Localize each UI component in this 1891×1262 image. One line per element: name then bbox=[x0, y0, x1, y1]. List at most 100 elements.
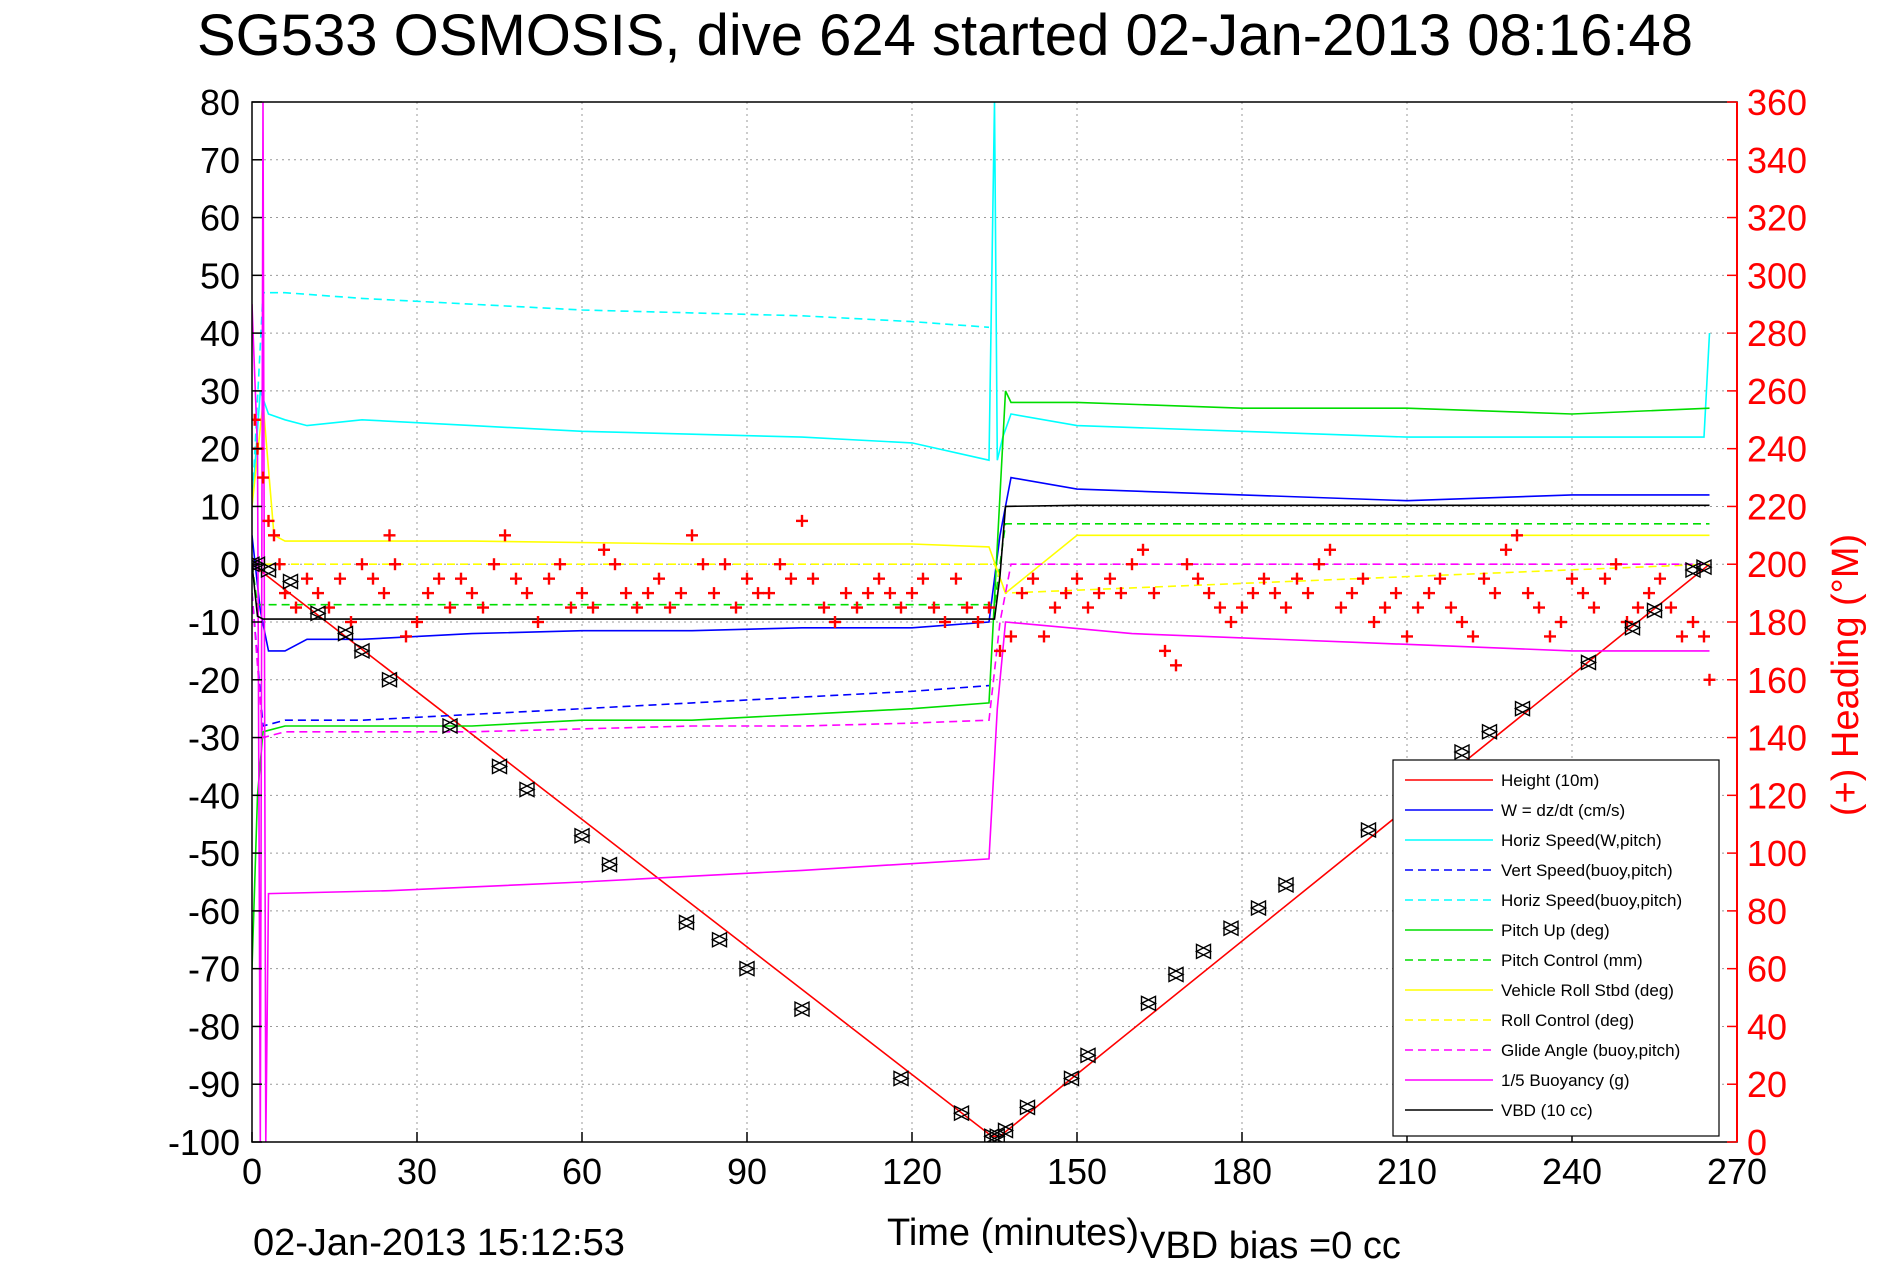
heading-point-99 bbox=[1291, 572, 1303, 585]
heading-point-25 bbox=[477, 601, 489, 614]
nav-marker-22 bbox=[1018, 1099, 1037, 1116]
heading-point-18 bbox=[400, 630, 412, 643]
nav-marker-11 bbox=[573, 827, 591, 844]
heading-point-97 bbox=[1269, 587, 1281, 600]
heading-point-30 bbox=[532, 616, 544, 628]
axes: 80706050403020100-10-20-30-40-50-60-70-8… bbox=[168, 82, 1807, 1192]
heading-point-37 bbox=[609, 558, 621, 571]
heading-point-9 bbox=[312, 587, 324, 600]
y-tick-label-18: -100 bbox=[168, 1122, 240, 1163]
nav-markers bbox=[252, 556, 1713, 1142]
heading-point-28 bbox=[510, 572, 522, 585]
legend-box bbox=[1392, 759, 1720, 1137]
heading-point-43 bbox=[675, 587, 687, 600]
heading-point-50 bbox=[752, 587, 764, 600]
heading-point-92 bbox=[1214, 601, 1226, 614]
nav-marker-33 bbox=[1480, 723, 1499, 740]
heading-point-49 bbox=[741, 572, 753, 585]
nav-marker-24 bbox=[1079, 1047, 1097, 1064]
heading-point-122 bbox=[1544, 630, 1556, 643]
heading-point-2 bbox=[257, 471, 269, 484]
y2-tick-label-14: 80 bbox=[1747, 891, 1787, 932]
heading-point-16 bbox=[383, 529, 396, 542]
heading-point-81 bbox=[1093, 587, 1105, 600]
y-tick-label-17: -90 bbox=[188, 1064, 240, 1105]
series-line-8 bbox=[252, 563, 1710, 594]
heading-point-47 bbox=[719, 558, 731, 571]
y2-tick-label-3: 300 bbox=[1747, 255, 1807, 296]
y-tick-label-11: -30 bbox=[188, 718, 240, 759]
nav-marker-25 bbox=[1139, 995, 1158, 1012]
nav-marker-21 bbox=[996, 1122, 1015, 1139]
y2-tick-label-1: 340 bbox=[1747, 140, 1807, 181]
heading-point-36 bbox=[598, 543, 610, 556]
legend: Height (10m) W = dz/dt (cm/s) Horiz Speed(… bbox=[1392, 759, 1720, 1137]
heading-point-66 bbox=[928, 601, 940, 614]
heading-point-35 bbox=[587, 601, 599, 614]
heading-point-24 bbox=[466, 587, 478, 600]
legend-label-10: 1/5 Buoyancy (g) bbox=[1501, 1071, 1630, 1090]
heading-point-0 bbox=[252, 413, 261, 426]
heading-point-67 bbox=[939, 616, 951, 628]
heading-point-90 bbox=[1192, 572, 1204, 585]
y2-tick-label-18: 0 bbox=[1747, 1122, 1767, 1163]
legend-label-1: W = dz/dt (cm/s) bbox=[1501, 801, 1625, 820]
nav-marker-27 bbox=[1194, 943, 1213, 960]
y2-tick-label-6: 240 bbox=[1747, 429, 1807, 470]
y2-tick-label-5: 260 bbox=[1747, 371, 1807, 412]
heading-point-131 bbox=[1643, 587, 1655, 600]
heading-point-134 bbox=[1676, 630, 1688, 643]
nav-marker-2 bbox=[259, 561, 278, 579]
nav-marker-8 bbox=[441, 717, 459, 735]
heading-point-79 bbox=[1071, 572, 1083, 585]
nav-marker-35 bbox=[1579, 654, 1598, 671]
heading-point-74 bbox=[1016, 587, 1028, 600]
heading-point-29 bbox=[521, 587, 533, 600]
nav-marker-20 bbox=[988, 1128, 1006, 1142]
nav-marker-23 bbox=[1062, 1070, 1081, 1087]
heading-point-61 bbox=[873, 572, 885, 585]
legend-label-4: Horiz Speed(buoy,pitch) bbox=[1501, 891, 1682, 910]
series-line-1 bbox=[252, 476, 1710, 652]
y2-tick-label-11: 140 bbox=[1747, 718, 1807, 759]
heading-point-34 bbox=[576, 587, 588, 600]
nav-marker-17 bbox=[892, 1070, 910, 1087]
legend-label-6: Pitch Control (mm) bbox=[1501, 951, 1643, 970]
y-tick-label-7: 10 bbox=[200, 486, 240, 527]
y-tick-label-5: 30 bbox=[200, 371, 240, 412]
heading-point-116 bbox=[1478, 572, 1490, 585]
footer-timestamp: 02-Jan-2013 15:12:53 bbox=[253, 1222, 625, 1262]
heading-point-94 bbox=[1236, 601, 1248, 614]
nav-marker-6 bbox=[353, 642, 371, 660]
heading-point-52 bbox=[774, 558, 786, 571]
y-tick-label-14: -60 bbox=[188, 891, 240, 932]
nav-marker-12 bbox=[600, 856, 619, 873]
nav-marker-4 bbox=[309, 605, 327, 622]
heading-point-48 bbox=[730, 601, 742, 614]
heading-point-125 bbox=[1577, 587, 1589, 600]
heading-point-100 bbox=[1302, 587, 1314, 600]
y-tick-label-0: 80 bbox=[200, 82, 240, 123]
heading-point-69 bbox=[961, 601, 973, 614]
heading-point-38 bbox=[620, 587, 632, 600]
y-tick-label-8: 0 bbox=[220, 544, 240, 585]
heading-point-110 bbox=[1412, 601, 1424, 614]
y-tick-label-9: -10 bbox=[188, 602, 240, 643]
legend-label-11: VBD (10 cc) bbox=[1501, 1101, 1593, 1120]
heading-point-93 bbox=[1225, 616, 1237, 628]
x-tick-label-2: 60 bbox=[562, 1151, 602, 1192]
heading-point-31 bbox=[543, 572, 555, 585]
heading-point-83 bbox=[1115, 587, 1127, 600]
heading-point-14 bbox=[367, 572, 379, 585]
nav-marker-14 bbox=[710, 931, 729, 948]
heading-point-20 bbox=[422, 587, 434, 600]
nav-marker-32 bbox=[1453, 743, 1471, 761]
y-tick-label-4: 40 bbox=[200, 313, 240, 354]
heading-point-88 bbox=[1170, 659, 1182, 672]
heading-point-22 bbox=[444, 601, 456, 614]
y2-tick-label-8: 200 bbox=[1747, 544, 1807, 585]
heading-point-68 bbox=[950, 572, 962, 585]
heading-point-77 bbox=[1049, 601, 1061, 614]
heading-point-65 bbox=[917, 572, 929, 585]
y2-tick-label-0: 360 bbox=[1747, 82, 1807, 123]
